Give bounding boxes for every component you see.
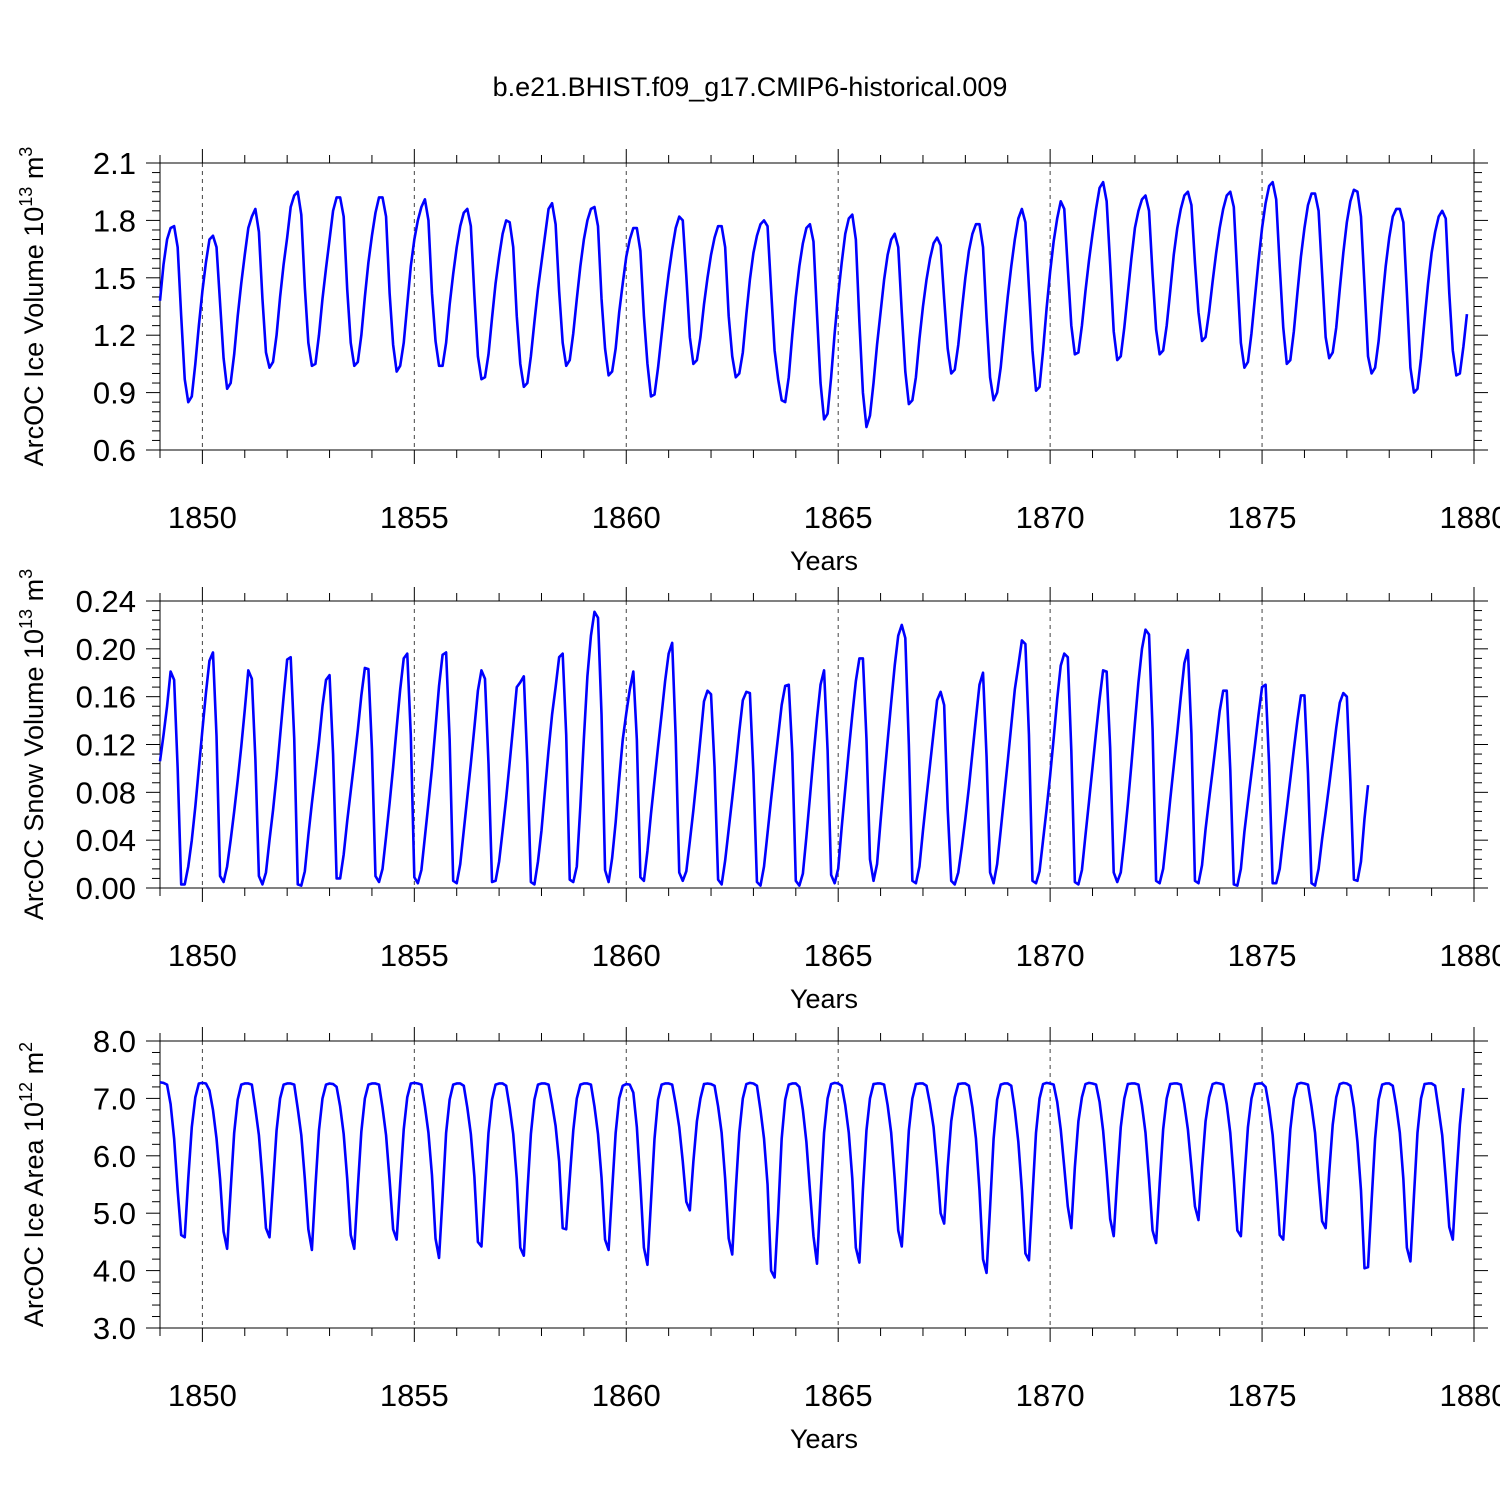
y-tick-label: 6.0	[93, 1139, 136, 1174]
x-axis-label: Years	[790, 1424, 858, 1454]
x-tick-label: 1880	[1440, 938, 1500, 973]
y-axis-label-part: m	[19, 579, 49, 609]
x-axis-label: Years	[790, 984, 858, 1014]
y-tick-label: 2.1	[93, 146, 136, 181]
y-tick-label: 0.04	[76, 823, 136, 858]
series-line-ice_volume	[158, 180, 1469, 429]
y-tick-label: 0.16	[76, 680, 136, 715]
chart-panel-1: 1850 1855 1860 1865 1870 1875 1880 0.6 0.9 1.2 1.5…	[16, 146, 1500, 576]
y-tick-label: 7.0	[93, 1081, 136, 1116]
x-tick-label: 1870	[1016, 1378, 1085, 1413]
y-axis-label-part: ArcOC Ice Volume 10	[19, 207, 49, 467]
x-tick-label: 1870	[1016, 938, 1085, 973]
y-tick-label: 8.0	[93, 1024, 136, 1059]
y-axis-label-superscript: 2	[16, 1042, 36, 1052]
x-tick-label: 1850	[168, 938, 237, 973]
x-tick-label: 1860	[592, 500, 661, 535]
y-tick-label: 4.0	[93, 1254, 136, 1289]
series-line-ice_area	[159, 1081, 1465, 1279]
x-tick-label: 1860	[592, 1378, 661, 1413]
x-tick-label: 1860	[592, 938, 661, 973]
x-tick-label: 1880	[1440, 1378, 1500, 1413]
x-tick-label: 1875	[1228, 938, 1297, 973]
x-tick-label: 1875	[1228, 500, 1297, 535]
y-tick-label: 1.5	[93, 261, 136, 296]
y-tick-label: 5.0	[93, 1196, 136, 1231]
y-tick-label: 0.6	[93, 433, 136, 468]
x-axis-label: Years	[790, 546, 858, 576]
y-axis-label: ArcOC Ice Volume 1013 m3	[16, 147, 49, 467]
chart-panel-3: 1850 1855 1860 1865 1870 1875 1880 3.0 4.0 5.0 6.0…	[16, 1024, 1500, 1454]
x-tick-label: 1850	[168, 500, 237, 535]
x-tick-label: 1850	[168, 1378, 237, 1413]
x-tick-label: 1865	[804, 1378, 873, 1413]
chart-title: b.e21.BHIST.f09_g17.CMIP6-historical.009	[493, 72, 1008, 102]
y-tick-label: 1.2	[93, 318, 136, 353]
y-tick-label: 0.20	[76, 632, 136, 667]
x-tick-label: 1880	[1440, 500, 1500, 535]
plot-frame	[159, 1040, 1475, 1329]
y-axis-label-superscript: 13	[16, 187, 36, 207]
y-axis-label-part: m	[19, 1052, 49, 1082]
y-tick-label: 0.24	[76, 584, 136, 619]
y-axis-label-part: ArcOC Snow Volume 10	[19, 629, 49, 920]
x-tick-label: 1855	[380, 1378, 449, 1413]
x-tick-label: 1855	[380, 500, 449, 535]
y-tick-label: 0.9	[93, 376, 136, 411]
x-tick-label: 1870	[1016, 500, 1085, 535]
y-axis-label: ArcOC Ice Area 1012 m2	[16, 1042, 49, 1327]
x-tick-label: 1865	[804, 500, 873, 535]
x-tick-label: 1855	[380, 938, 449, 973]
y-tick-label: 0.00	[76, 871, 136, 906]
y-axis-label-part: m	[19, 157, 49, 187]
series-line-snow_volume	[158, 610, 1370, 887]
y-axis-label-superscript: 12	[16, 1082, 36, 1102]
y-tick-label: 0.08	[76, 775, 136, 810]
x-tick-label: 1875	[1228, 1378, 1297, 1413]
y-tick-label: 1.8	[93, 203, 136, 238]
y-axis-label: ArcOC Snow Volume 1013 m3	[16, 569, 49, 920]
x-tick-label: 1865	[804, 938, 873, 973]
chart-panel-2: 1850 1855 1860 1865 1870 1875 1880 0.00 0.04 0.08…	[16, 569, 1500, 1014]
y-axis-label-part: ArcOC Ice Area 10	[19, 1102, 49, 1327]
y-axis-label-superscript: 3	[16, 147, 36, 157]
y-tick-label: 3.0	[93, 1311, 136, 1346]
y-axis-label-superscript: 3	[16, 569, 36, 579]
y-axis-label-superscript: 13	[16, 609, 36, 629]
y-tick-label: 0.12	[76, 728, 136, 763]
